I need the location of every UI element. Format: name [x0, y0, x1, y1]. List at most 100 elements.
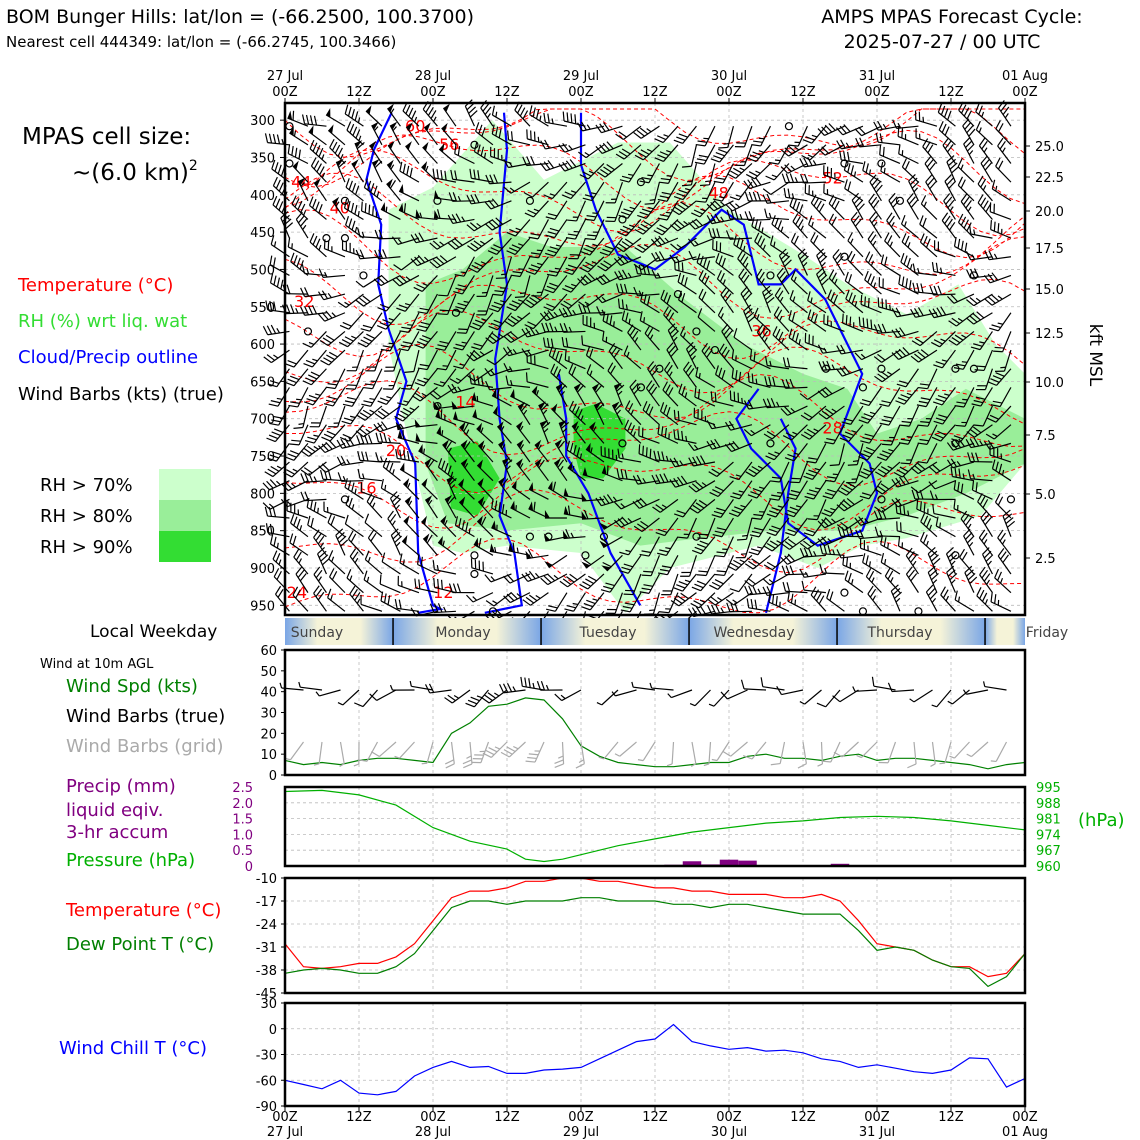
barb-flag — [798, 204, 804, 214]
barb-flag — [399, 330, 409, 333]
barb-flag — [390, 491, 398, 499]
barb-staff — [704, 125, 716, 147]
barb-flag — [296, 518, 301, 529]
wind-barb — [553, 458, 568, 482]
barb-flag — [396, 307, 406, 312]
wind-barb — [291, 195, 309, 220]
barb-flag — [440, 409, 443, 419]
barb-pennant — [601, 565, 611, 571]
wind-barb — [562, 529, 586, 540]
barb-flag — [455, 306, 465, 310]
barb-flag — [521, 328, 528, 338]
barb-half — [365, 428, 371, 433]
barb-pennant — [559, 419, 567, 428]
barb-staff — [345, 504, 364, 519]
wind-barb — [962, 118, 976, 146]
barb-flag — [447, 496, 455, 505]
barb-flag — [289, 375, 300, 381]
barb-flag — [481, 127, 486, 137]
barb-flag — [530, 252, 541, 255]
barb-half — [362, 473, 365, 479]
barb-pennant — [518, 401, 525, 411]
barb-staff — [302, 405, 309, 428]
barb-half — [621, 453, 624, 459]
barb-flag — [693, 600, 703, 606]
barb-half — [811, 134, 818, 138]
barb-half — [331, 312, 337, 317]
wind-barb — [596, 163, 623, 178]
barb-flag — [343, 417, 354, 422]
barb-flag — [726, 602, 731, 612]
barb-flag — [548, 346, 553, 356]
barb-flag — [338, 341, 348, 348]
legend-item: RH (%) wrt liq. wat — [18, 311, 187, 332]
wind-barb — [503, 362, 531, 373]
barb-flag — [621, 254, 629, 263]
barb-half — [321, 172, 326, 179]
wind-barb — [473, 142, 494, 164]
barb-staff — [436, 432, 457, 444]
barb-flag — [564, 608, 574, 612]
barb-flag — [380, 348, 391, 352]
barb-flag — [419, 338, 429, 343]
barb-pennant — [459, 421, 466, 431]
barb-flag — [484, 367, 492, 377]
barb-flag — [696, 580, 707, 586]
barb-flag — [290, 252, 295, 262]
barb-staff — [476, 428, 494, 444]
barb-flag — [394, 535, 402, 544]
barb-flag — [368, 204, 371, 215]
barb-staff — [382, 466, 401, 482]
barb-flag — [524, 212, 534, 218]
barb-flag — [576, 447, 581, 457]
barb-flag — [504, 320, 514, 327]
barb-flag — [290, 401, 300, 404]
barb-flag — [898, 274, 901, 285]
wind-barb — [286, 501, 309, 519]
barb-flag — [280, 279, 284, 290]
barb-staff — [581, 498, 604, 502]
wind-barb — [404, 349, 420, 373]
wind-barb — [272, 550, 290, 575]
barb-flag — [262, 326, 269, 336]
barb-flag — [505, 375, 509, 386]
barb-half — [627, 518, 633, 523]
barb-flag — [348, 497, 353, 508]
barb-flag — [395, 277, 404, 285]
barb-staff — [703, 144, 716, 165]
barb-half — [601, 296, 607, 302]
barb-pennant — [581, 511, 587, 520]
pressure-tick-label: 900 — [250, 562, 275, 577]
wind-barb — [615, 237, 642, 253]
barb-staff — [371, 125, 383, 146]
barb-flag — [478, 537, 482, 548]
barb-flag — [730, 562, 740, 569]
barb-flag — [473, 350, 482, 358]
wind-barb — [503, 330, 531, 343]
barb-staff — [364, 559, 383, 575]
wind-barb — [470, 569, 479, 579]
wind-barb — [304, 424, 327, 444]
barb-staff — [346, 577, 364, 594]
barb-pennant — [476, 422, 483, 432]
barb-flag — [617, 298, 621, 309]
barb-half — [441, 430, 444, 436]
barb-flag — [293, 255, 298, 265]
barb-flag — [868, 570, 875, 580]
barb-flag — [510, 331, 519, 339]
barb-flag — [603, 166, 612, 173]
barb-flag — [317, 591, 325, 601]
wind-barb — [544, 275, 568, 294]
barb-flag — [886, 212, 893, 221]
barb-flag — [377, 307, 387, 312]
barb-pennant — [489, 543, 495, 553]
wind-barb — [937, 103, 956, 127]
wind-barb — [508, 542, 531, 556]
barb-half — [388, 342, 395, 345]
barb-flag — [584, 274, 592, 283]
barb-staff — [925, 181, 938, 202]
wind-barb — [386, 178, 401, 202]
barb-flag — [262, 482, 270, 491]
barb-flag — [882, 146, 885, 157]
barb-staff — [329, 576, 346, 594]
